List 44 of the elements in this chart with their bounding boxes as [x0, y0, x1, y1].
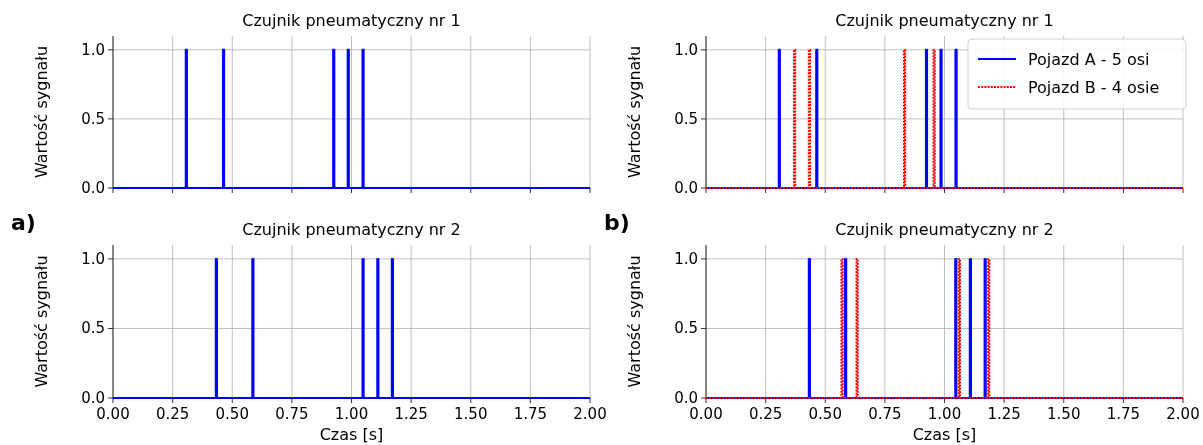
y-tick-label: 1.0	[81, 249, 105, 268]
x-tick-label: 1.25	[394, 405, 428, 423]
y-tick-label: 0.0	[674, 389, 698, 407]
x-tick-label: 1.50	[454, 405, 488, 423]
y-tick-label: 0.5	[674, 319, 698, 338]
y-tick-label: 0.0	[81, 389, 105, 407]
x-tick-label: 1.00	[927, 405, 962, 423]
chart-title: Czujnik pneumatyczny nr 1	[242, 11, 461, 30]
x-tick-label: 0.00	[96, 405, 130, 423]
y-tick-label: 0.5	[674, 109, 698, 128]
y-axis-title: Wartość sygnału	[32, 45, 51, 179]
legend-label: Pojazd B - 4 osie	[1028, 78, 1160, 97]
text: b)	[604, 210, 630, 235]
y-axis-title: Wartość sygnału	[625, 45, 644, 179]
x-tick-label: 2.00	[573, 405, 607, 423]
x-tick-label: 1.50	[1047, 405, 1081, 423]
x-tick-label: 1.75	[1106, 405, 1141, 423]
x-tick-label: 1.25	[987, 405, 1021, 423]
x-tick-label: 0.75	[275, 405, 309, 423]
y-tick-label: 1.0	[674, 249, 698, 268]
y-tick-label: 0.0	[674, 179, 698, 197]
x-tick-label: 0.25	[748, 405, 783, 423]
x-tick-label: 0.25	[155, 405, 190, 423]
x-tick-label: 0.50	[215, 405, 249, 423]
x-tick-label: 2.00	[1166, 405, 1200, 423]
y-tick-label: 0.5	[81, 109, 105, 128]
x-tick-label: 0.75	[868, 405, 902, 423]
legend-label: Pojazd A - 5 osi	[1028, 50, 1150, 69]
text: a)	[11, 210, 36, 235]
y-tick-label: 1.0	[674, 40, 698, 59]
x-tick-label: 0.50	[808, 405, 842, 423]
x-axis-title: Czas [s]	[319, 425, 384, 444]
y-tick-label: 0.5	[81, 319, 105, 338]
chart-title: Czujnik pneumatyczny nr 1	[835, 11, 1054, 30]
x-tick-label: 0.00	[689, 405, 723, 423]
y-tick-label: 1.0	[81, 40, 105, 59]
y-axis-title: Wartość sygnału	[32, 255, 51, 388]
chart-title: Czujnik pneumatyczny nr 2	[835, 220, 1054, 239]
x-tick-label: 1.00	[334, 405, 369, 423]
y-axis-title: Wartość sygnału	[625, 255, 644, 388]
x-tick-label: 1.75	[513, 405, 548, 423]
chart-title: Czujnik pneumatyczny nr 2	[242, 220, 461, 239]
y-tick-label: 0.0	[81, 179, 105, 197]
x-axis-title: Czas [s]	[912, 425, 977, 444]
